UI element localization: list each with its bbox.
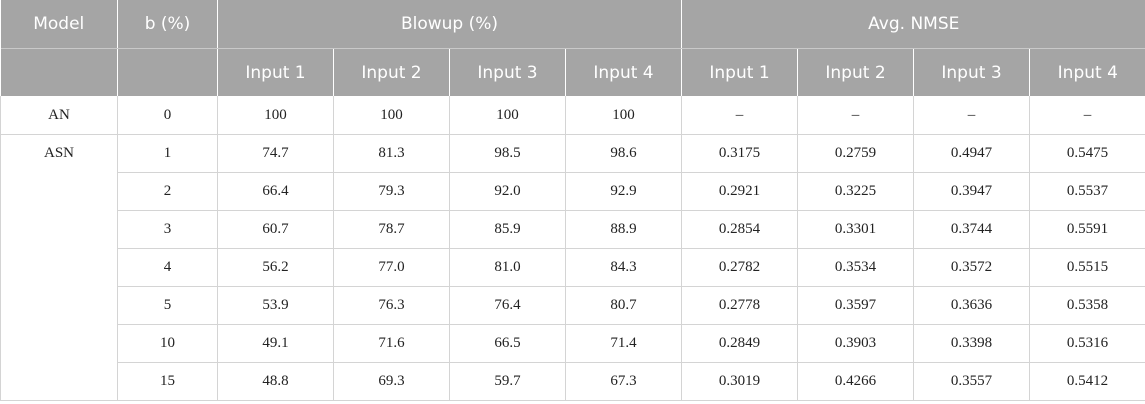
cell-nmse: – xyxy=(913,96,1031,135)
cell-nmse: 0.2854 xyxy=(681,210,799,249)
table-body: AN 0 100 100 100 100 – – – – ASN 1 74.7 … xyxy=(0,96,1145,401)
cell-blowup: 76.4 xyxy=(449,286,566,325)
cell-blowup: 88.9 xyxy=(565,210,683,249)
table-row: 15 48.8 69.3 59.7 67.3 0.3019 0.4266 0.3… xyxy=(1,362,1145,401)
cell-nmse: 0.5591 xyxy=(1029,210,1145,249)
cell-nmse: 0.4266 xyxy=(797,362,915,401)
cell-blowup: 76.3 xyxy=(333,286,450,325)
cell-nmse: – xyxy=(797,96,915,135)
header-nmse-input-1: Input 1 xyxy=(681,48,799,96)
cell-blowup: 78.7 xyxy=(333,210,450,249)
cell-nmse: 0.2782 xyxy=(681,248,799,287)
cell-blowup: 85.9 xyxy=(449,210,566,249)
cell-nmse: 0.3572 xyxy=(913,248,1031,287)
cell-blowup: 67.3 xyxy=(565,362,683,401)
cell-nmse: 0.3744 xyxy=(913,210,1031,249)
cell-model: ASN xyxy=(0,134,118,401)
header-b-blank xyxy=(117,48,218,96)
header-model-blank xyxy=(0,48,118,96)
cell-blowup: 81.3 xyxy=(333,134,450,173)
cell-blowup: 74.7 xyxy=(217,134,334,173)
cell-blowup: 66.5 xyxy=(449,324,566,363)
cell-nmse: 0.3557 xyxy=(913,362,1031,401)
header-blowup-input-4: Input 4 xyxy=(565,48,683,96)
table-row: ASN 1 74.7 81.3 98.5 98.6 0.3175 0.2759 … xyxy=(0,134,1145,401)
cell-nmse: 0.2921 xyxy=(681,172,799,211)
cell-b: 2 xyxy=(117,172,218,211)
cell-nmse: 0.5515 xyxy=(1029,248,1145,287)
cell-nmse: 0.5475 xyxy=(1029,134,1145,173)
table-row: 5 53.9 76.3 76.4 80.7 0.2778 0.3597 0.36… xyxy=(1,286,1145,325)
cell-nmse: – xyxy=(681,96,799,135)
cell-blowup: 48.8 xyxy=(217,362,334,401)
cell-blowup: 79.3 xyxy=(333,172,450,211)
cell-blowup: 56.2 xyxy=(217,248,334,287)
header-nmse-input-2: Input 2 xyxy=(797,48,915,96)
header-blowup: Blowup (%) xyxy=(217,0,683,49)
cell-blowup: 53.9 xyxy=(217,286,334,325)
cell-blowup: 66.4 xyxy=(217,172,334,211)
cell-b: 1 xyxy=(117,134,218,173)
cell-blowup: 100 xyxy=(565,96,683,135)
cell-nmse: 0.3534 xyxy=(797,248,915,287)
cell-blowup: 71.6 xyxy=(333,324,450,363)
cell-b: 0 xyxy=(117,96,218,135)
table-row: 2 66.4 79.3 92.0 92.9 0.2921 0.3225 0.39… xyxy=(1,172,1145,211)
cell-blowup: 81.0 xyxy=(449,248,566,287)
cell-blowup: 92.0 xyxy=(449,172,566,211)
cell-nmse: 0.5358 xyxy=(1029,286,1145,325)
cell-nmse: 0.3301 xyxy=(797,210,915,249)
cell-nmse: 0.3597 xyxy=(797,286,915,325)
cell-nmse: 0.2759 xyxy=(797,134,915,173)
cell-blowup: 77.0 xyxy=(333,248,450,287)
cell-nmse: 0.3947 xyxy=(913,172,1031,211)
cell-nmse: 0.5316 xyxy=(1029,324,1145,363)
table-row: 10 49.1 71.6 66.5 71.4 0.2849 0.3903 0.3… xyxy=(1,324,1145,363)
cell-b: 4 xyxy=(117,248,218,287)
header-nmse-input-3: Input 3 xyxy=(913,48,1031,96)
cell-nmse: 0.2778 xyxy=(681,286,799,325)
cell-nmse: 0.3175 xyxy=(681,134,799,173)
cell-b: 10 xyxy=(117,324,218,363)
header-model: Model xyxy=(0,0,118,49)
cell-nmse: 0.3636 xyxy=(913,286,1031,325)
cell-b: 5 xyxy=(117,286,218,325)
cell-blowup: 49.1 xyxy=(217,324,334,363)
header-blowup-input-3: Input 3 xyxy=(449,48,566,96)
cell-nmse: 0.3225 xyxy=(797,172,915,211)
cell-nmse: 0.3398 xyxy=(913,324,1031,363)
cell-blowup: 59.7 xyxy=(449,362,566,401)
cell-blowup: 98.6 xyxy=(565,134,683,173)
header-blowup-input-1: Input 1 xyxy=(217,48,334,96)
table-row: AN 0 100 100 100 100 – – – – xyxy=(0,96,1145,135)
header-blowup-input-2: Input 2 xyxy=(333,48,450,96)
cell-nmse: 0.4947 xyxy=(913,134,1031,173)
cell-nmse: 0.3019 xyxy=(681,362,799,401)
cell-b: 15 xyxy=(117,362,218,401)
table-row: 3 60.7 78.7 85.9 88.9 0.2854 0.3301 0.37… xyxy=(1,210,1145,249)
cell-blowup: 100 xyxy=(333,96,450,135)
cell-blowup: 100 xyxy=(449,96,566,135)
table-row: 4 56.2 77.0 81.0 84.3 0.2782 0.3534 0.35… xyxy=(1,248,1145,287)
cell-blowup: 100 xyxy=(217,96,334,135)
cell-blowup: 98.5 xyxy=(449,134,566,173)
cell-nmse: 0.5412 xyxy=(1029,362,1145,401)
cell-blowup: 71.4 xyxy=(565,324,683,363)
cell-b: 3 xyxy=(117,210,218,249)
cell-blowup: 92.9 xyxy=(565,172,683,211)
cell-model: AN xyxy=(0,96,118,135)
cell-nmse: 0.3903 xyxy=(797,324,915,363)
header-nmse-input-4: Input 4 xyxy=(1029,48,1145,96)
cell-blowup: 80.7 xyxy=(565,286,683,325)
cell-nmse: 0.2849 xyxy=(681,324,799,363)
header-b: b (%) xyxy=(117,0,218,49)
cell-blowup: 69.3 xyxy=(333,362,450,401)
cell-nmse: – xyxy=(1029,96,1145,135)
cell-blowup: 60.7 xyxy=(217,210,334,249)
table-header: Model b (%) Blowup (%) Avg. NMSE Input 1… xyxy=(0,0,1145,96)
cell-nmse: 0.5537 xyxy=(1029,172,1145,211)
cell-blowup: 84.3 xyxy=(565,248,683,287)
header-nmse: Avg. NMSE xyxy=(681,0,1145,49)
